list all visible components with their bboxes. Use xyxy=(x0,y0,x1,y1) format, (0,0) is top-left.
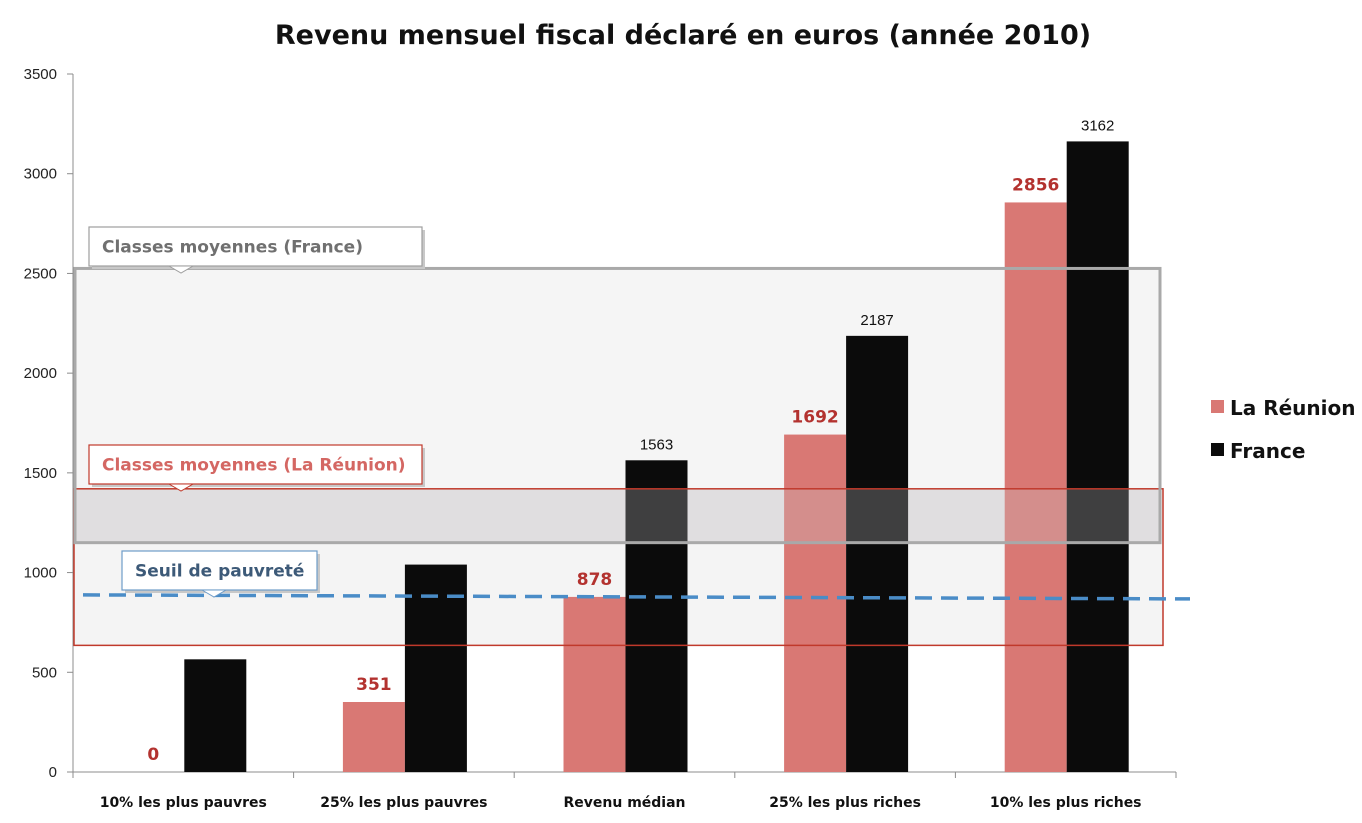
bar-france xyxy=(1066,141,1129,772)
callout-poverty-box xyxy=(121,550,318,591)
band-overlap-fill xyxy=(74,488,1160,543)
y-tick-label: 3000 xyxy=(24,166,57,183)
x-category-label: 10% les plus pauvres xyxy=(100,795,267,811)
callout-poverty-pointer xyxy=(200,589,228,598)
bars xyxy=(184,141,1129,772)
bar-la-reunion xyxy=(784,434,847,772)
legend-swatch xyxy=(1211,443,1224,456)
callout-reunion-pointer xyxy=(167,483,195,492)
legend-label: France xyxy=(1230,439,1305,463)
annotation-bands xyxy=(74,268,1163,646)
legend: La Réunion France xyxy=(1211,396,1355,463)
annotation-callouts: Classes moyennes (France) Classes moyenne… xyxy=(88,226,425,598)
bar-france xyxy=(184,659,247,772)
data-labels: 0 351 878 1563 1692 2187 2856 3162 xyxy=(147,117,1114,765)
band-overlays xyxy=(73,266,1191,647)
callout-reunion-box xyxy=(88,444,423,485)
data-label-la-reunion: 351 xyxy=(356,675,392,695)
y-tick-label: 1000 xyxy=(24,565,57,582)
x-category-label: Revenu médian xyxy=(563,795,685,811)
data-label-france: 3162 xyxy=(1081,117,1114,134)
axes: 0 500 1000 1500 2000 2500 3000 3500 10% les plus… xyxy=(24,66,1177,811)
bar-france xyxy=(846,335,909,772)
data-label-france: 2187 xyxy=(860,312,893,329)
data-label-la-reunion: 1692 xyxy=(791,408,838,428)
bar-la-reunion xyxy=(563,596,626,772)
callout-france-label: Classes moyennes (France) xyxy=(102,238,363,258)
y-tick-label: 3500 xyxy=(24,66,57,83)
band-overlap-overlay xyxy=(74,488,1160,543)
bar-france xyxy=(404,564,467,772)
legend-label: La Réunion xyxy=(1230,396,1355,420)
data-label-france: 1563 xyxy=(640,436,673,453)
y-tick-label: 2500 xyxy=(24,265,57,282)
x-category-label: 25% les plus riches xyxy=(769,795,921,811)
y-tick-label: 500 xyxy=(32,664,57,681)
data-label-la-reunion: 0 xyxy=(147,745,159,765)
bar-la-reunion xyxy=(1004,202,1067,772)
bar-france xyxy=(625,460,688,772)
poverty-line xyxy=(82,593,1191,601)
data-label-la-reunion: 878 xyxy=(577,570,613,590)
y-tick-label: 1500 xyxy=(24,465,57,482)
callout-france-pointer xyxy=(167,265,195,274)
x-category-label: 10% les plus riches xyxy=(990,795,1142,811)
reunion-band-outline xyxy=(73,488,1164,647)
callout-poverty-label: Seuil de pauvreté xyxy=(135,562,304,582)
legend-swatch xyxy=(1211,400,1224,413)
callout-reunion-label: Classes moyennes (La Réunion) xyxy=(102,456,406,476)
y-tick-label: 0 xyxy=(49,764,57,781)
x-category-label: 25% les plus pauvres xyxy=(320,795,487,811)
chart-title: Revenu mensuel fiscal déclaré en euros (… xyxy=(275,20,1091,51)
france-band-outline xyxy=(73,266,1162,545)
callout-france-box xyxy=(88,226,423,267)
bar-la-reunion xyxy=(342,702,405,772)
data-label-la-reunion: 2856 xyxy=(1012,175,1059,195)
y-tick-label: 2000 xyxy=(24,365,57,382)
